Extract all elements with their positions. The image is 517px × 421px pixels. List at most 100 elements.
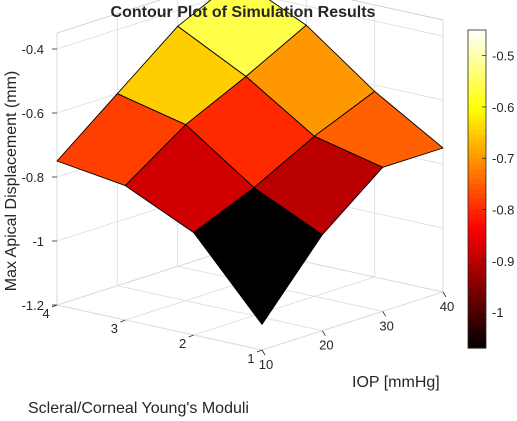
colorbar-swatch: [468, 213, 486, 220]
y-axis-label: Scleral/Corneal Young's Moduli: [28, 400, 249, 417]
colorbar: -1 -0.9 -0.8 -0.7 -0.6 -0.5: [467, 29, 514, 349]
colorbar-tick-label: -1: [492, 305, 504, 320]
grid-line-z: [56, 246, 239, 306]
grid-line-y: [261, 291, 444, 351]
colorbar-swatch: [468, 208, 486, 215]
colorbar-swatch: [468, 328, 486, 334]
y-tick-label: 4: [42, 306, 49, 321]
colorbar-tick-label: -0.9: [492, 254, 514, 269]
z-tick-label: -1: [32, 234, 44, 249]
colorbar-swatch: [468, 159, 486, 165]
colorbar-swatch: [468, 283, 486, 289]
colorbar-swatch: [468, 238, 486, 245]
colorbar-swatch: [468, 54, 486, 61]
colorbar-swatch: [468, 268, 486, 275]
colorbar-frame: [467, 29, 487, 349]
colorbar-swatch: [468, 144, 486, 150]
colorbar-swatch: [468, 109, 486, 116]
chart-title: Contour Plot of Simulation Results: [111, 4, 376, 21]
colorbar-swatch: [468, 99, 486, 106]
colorbar-swatch: [468, 298, 486, 304]
x-tick-label: 30: [379, 318, 393, 333]
grid-line-x: [56, 304, 263, 351]
colorbar-swatch: [468, 129, 486, 135]
x-tick-mark: [321, 330, 326, 336]
z-axis-label: Max Apical Displacement (mm): [3, 71, 20, 292]
colorbar-swatch: [468, 34, 486, 41]
colorbar-swatch: [468, 69, 486, 76]
colorbar-swatch: [468, 288, 486, 294]
surface: [56, 0, 444, 325]
colorbar-swatch: [468, 94, 486, 101]
x-tick-label: 40: [440, 299, 454, 314]
colorbar-swatch: [468, 114, 486, 121]
colorbar-tick-label: -0.5: [492, 49, 514, 64]
colorbar-swatch: [468, 124, 486, 130]
x-tick-mark: [382, 311, 387, 317]
colorbar-swatch: [468, 233, 486, 240]
colorbar-swatch: [468, 174, 486, 180]
colorbar-swatch: [468, 64, 486, 71]
colorbar-swatch: [468, 44, 486, 51]
colorbar-swatch: [468, 149, 486, 155]
colorbar-swatch: [468, 313, 486, 319]
z-tick-label: -1.2: [22, 298, 44, 313]
z-tick-label: -0.8: [22, 170, 44, 185]
colorbar-swatch: [468, 39, 486, 46]
colorbar-swatch: [468, 184, 486, 190]
colorbar-swatch: [468, 89, 486, 96]
colorbar-swatch: [468, 333, 486, 339]
y-tick-mark: [120, 319, 126, 323]
colorbar-swatch: [468, 228, 486, 235]
y-tick-label: 1: [247, 351, 254, 366]
colorbar-swatch: [468, 308, 486, 314]
colorbar-swatch: [468, 59, 486, 66]
x-tick-mark: [261, 349, 266, 356]
colorbar-swatch: [468, 30, 486, 36]
colorbar-swatch: [468, 134, 486, 140]
colorbar-swatch: [468, 293, 486, 299]
z-tick-label: -0.4: [22, 42, 44, 57]
colorbar-swatch: [468, 303, 486, 309]
colorbar-swatch: [468, 343, 486, 349]
y-tick-label: 3: [111, 321, 118, 336]
axis-ticks: 10 20 30 40 1 2 3 4-1.2 -1 -0.8 -0.6 -0.4: [22, 42, 455, 372]
colorbar-swatch: [468, 79, 486, 86]
grid-line-y: [193, 276, 375, 336]
colorbar-swatch: [468, 243, 486, 250]
colorbar-swatch: [468, 248, 486, 255]
colorbar-swatch: [468, 139, 486, 145]
grid-line-z: [56, 0, 212, 50]
colorbar-swatch: [468, 193, 486, 200]
x-tick-label: 10: [259, 357, 273, 372]
z-tick-label: -0.6: [22, 106, 44, 121]
colorbar-tick-label: -0.7: [492, 151, 514, 166]
x-tick-label: 20: [319, 338, 333, 353]
colorbar-swatch: [468, 223, 486, 230]
grid-line-z: [277, 0, 444, 37]
colorbar-swatch: [468, 258, 486, 265]
colorbar-swatch: [468, 164, 486, 170]
y-tick-label: 2: [179, 336, 186, 351]
x-axis-label: IOP [mmHg]: [352, 374, 440, 391]
colorbar-swatch: [468, 169, 486, 175]
colorbar-tick-label: -0.8: [492, 203, 514, 218]
colorbar-swatch: [468, 253, 486, 260]
grid-line-x: [117, 285, 323, 332]
colorbar-swatch: [468, 189, 486, 195]
colorbar-swatch: [468, 198, 486, 205]
colorbar-swatch: [468, 154, 486, 160]
colorbar-swatch: [468, 338, 486, 344]
colorbar-swatch: [468, 273, 486, 280]
colorbar-swatch: [468, 263, 486, 270]
y-tick-mark: [256, 349, 263, 353]
surface-patch: [193, 187, 323, 325]
colorbar-swatch: [468, 179, 486, 185]
x-tick-mark: [442, 291, 447, 298]
colorbar-tick-label: -0.6: [492, 100, 514, 115]
colorbar-swatch: [468, 278, 486, 285]
colorbar-swatch: [468, 323, 486, 329]
colorbar-swatch: [468, 84, 486, 91]
colorbar-swatch: [468, 203, 486, 210]
